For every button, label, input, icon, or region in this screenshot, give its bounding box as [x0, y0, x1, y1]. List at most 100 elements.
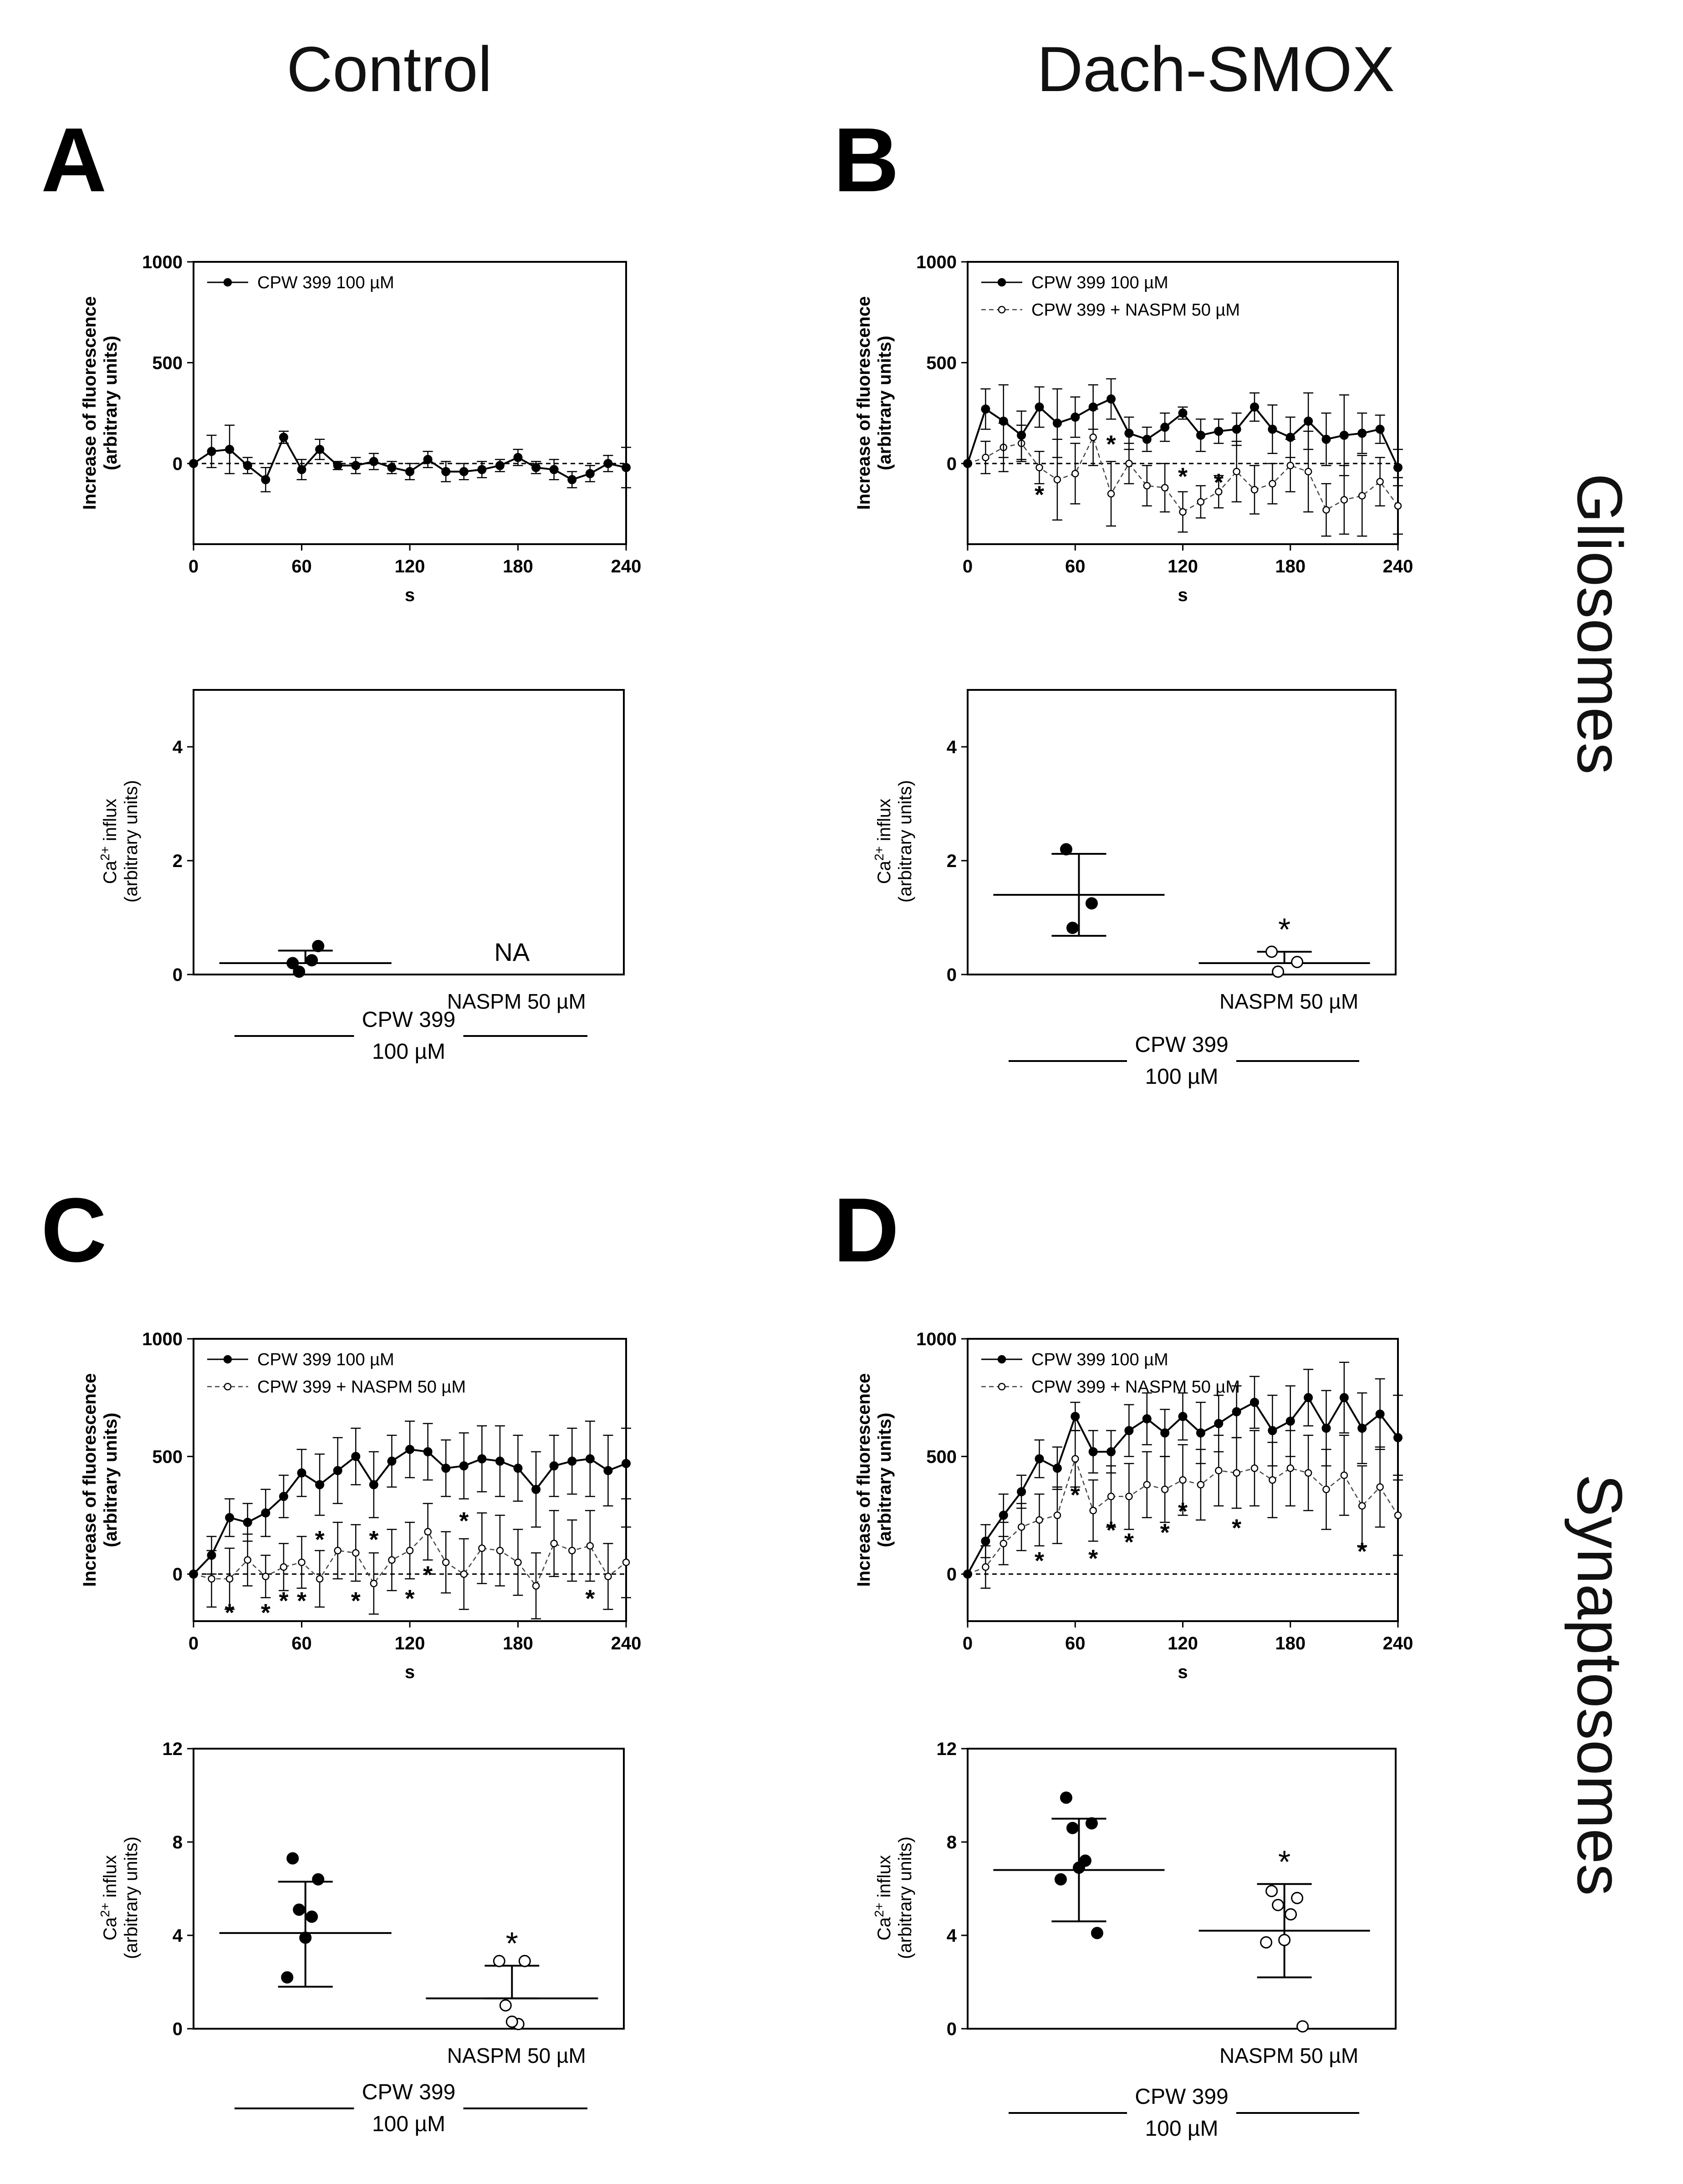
panel-a-series-cpw-point — [549, 465, 559, 475]
panel-d-legend-label: CPW 399 100 µM — [1031, 1350, 1168, 1369]
panel-a-series-cpw-point — [567, 475, 577, 485]
panel-b-series-naspm-point — [1340, 496, 1348, 504]
panel-c-series-cpw-point — [351, 1452, 361, 1461]
panel-d-series-cpw-point — [1357, 1424, 1367, 1433]
panel-d-series-cpw-point — [1160, 1428, 1170, 1438]
panel-d-series-naspm-point — [1143, 1481, 1151, 1489]
panel-d-dot-group-2-significance-star: * — [1278, 1844, 1290, 1879]
panel-c-series-cpw-point — [369, 1480, 378, 1490]
panel-c-significance-star: * — [297, 1587, 306, 1615]
panel-a-series-cpw-point — [531, 463, 541, 472]
panel-c-dot-y-tick-label: 0 — [173, 2019, 183, 2039]
panel-c-series-naspm-point — [225, 1575, 234, 1583]
panel-c-significance-star: * — [225, 1599, 235, 1626]
panel-b-legend-marker — [997, 278, 1006, 287]
panel-d-dot-group-label-line1: CPW 399 — [1135, 2085, 1228, 2109]
panel-c-series-naspm-point — [298, 1558, 306, 1567]
panel-a-x-tick-label: 240 — [611, 556, 642, 577]
panel-b-series-cpw-point — [981, 404, 990, 414]
panel-b-series-cpw-point — [999, 416, 1008, 426]
panel-d-series-cpw-point — [981, 1536, 990, 1546]
panel-c-series-naspm-point — [280, 1563, 288, 1571]
panel-c-series-naspm-point — [406, 1546, 414, 1555]
panel-b-series-naspm-point — [1304, 468, 1312, 475]
panel-d-dot-group-2-data-point — [1291, 1892, 1304, 1904]
panel-d-series-cpw-point — [1178, 1412, 1188, 1421]
column-title-dach-smox: Dach-SMOX — [1037, 33, 1395, 105]
panel-c-dot-ca-superscript: 2+ — [98, 1903, 112, 1917]
panel-c-dot-ca-symbol: Ca — [100, 1917, 120, 1940]
panel-a-series-cpw-point — [603, 459, 613, 468]
panel-b-series-naspm-point — [1376, 478, 1384, 485]
panel-b-series-cpw-point — [1393, 463, 1402, 472]
panel-b-series-cpw-point — [1052, 418, 1062, 428]
panel-c-dot-group-label-line1: CPW 399 — [362, 2080, 455, 2104]
panel-a-line-chart: 0 60 120 180 240 0 500 1000 s Increase of fluores… — [80, 252, 641, 605]
panel-c-series-naspm-point — [568, 1546, 576, 1555]
panel-b-series-cpw-point — [1124, 429, 1134, 438]
panel-c-series-cpw-point — [441, 1464, 451, 1473]
panel-b-dot-y-axis-title-line: Ca2+ influx — [872, 799, 895, 884]
panel-c-legend-label: CPW 399 100 µM — [257, 1350, 394, 1369]
panel-d-series-naspm-point — [1125, 1492, 1133, 1500]
panel-c-series-naspm-point — [514, 1558, 522, 1567]
panel-c-series-naspm-point — [550, 1540, 558, 1547]
panel-b-dot-y-axis-title: Ca2+ influx(arbitrary units) — [872, 780, 916, 903]
panel-d-series-cpw-point — [1142, 1414, 1152, 1424]
panel-a-dot-y-tick-label: 2 — [173, 851, 183, 871]
panel-b-series-naspm-point — [1286, 462, 1294, 469]
panel-c-series-cpw-point — [225, 1513, 235, 1522]
panel-d-series-cpw-point — [1088, 1447, 1098, 1456]
panel-d-series-cpw-point — [1017, 1487, 1026, 1496]
panel-b-series-cpw-point — [1285, 433, 1295, 442]
panel-d-series-cpw-point — [1339, 1393, 1349, 1403]
panel-d-series-cpw-point — [999, 1510, 1008, 1520]
panel-letter-c: C — [41, 1179, 107, 1281]
panel-d-dot-y-axis-title-line: (arbitrary units) — [895, 1837, 915, 1959]
panel-c-series-naspm-point — [208, 1575, 215, 1583]
panel-b-series-cpw-point — [1178, 408, 1188, 418]
panel-b-series-naspm-point — [1089, 434, 1097, 441]
panel-c-dot-category-label: NASPM 50 µM — [447, 2044, 586, 2067]
panel-c-dot-y-tick-label: 8 — [173, 1832, 183, 1852]
panel-c-significance-star: * — [459, 1507, 469, 1535]
panel-b-series-naspm-point — [1215, 488, 1223, 496]
panel-c-y-tick-label: 1000 — [142, 1329, 183, 1349]
panel-a-x-tick-label: 60 — [291, 556, 312, 577]
panel-d-series-naspm-point — [1161, 1485, 1169, 1493]
panel-d-significance-star: * — [1106, 1517, 1116, 1544]
panel-c-significance-star: * — [369, 1526, 378, 1553]
panel-b-dot-group-1-data-point — [1085, 897, 1098, 910]
panel-a-x-tick-label: 120 — [395, 556, 425, 577]
panel-a-series-cpw-point — [423, 455, 433, 464]
panel-d-significance-star: * — [1357, 1538, 1367, 1565]
panel-a-y-axis-title-line: (arbitrary units) — [101, 336, 121, 470]
panel-c-x-tick-label: 120 — [395, 1633, 425, 1653]
panel-b-series-cpw-point — [1035, 402, 1044, 412]
panel-d-dot-y-tick-label: 8 — [947, 1832, 957, 1852]
panel-a-dot-group-label-line2: 100 µM — [372, 1040, 445, 1064]
panel-d-dot-group-1-data-point — [1066, 1822, 1079, 1834]
panel-d-dot-y-axis-title: Ca2+ influx(arbitrary units) — [872, 1837, 916, 1959]
panel-b-legend-label: CPW 399 + NASPM 50 µM — [1031, 301, 1240, 320]
panel-c-significance-star: * — [405, 1585, 414, 1612]
panel-b-significance-star: * — [1035, 481, 1044, 508]
panel-a-series-cpw-point — [405, 467, 414, 476]
panel-c-series-naspm-point — [262, 1572, 270, 1581]
panel-b-series-cpw-point — [1107, 394, 1116, 404]
panel-b-series-naspm-point — [1071, 469, 1079, 478]
panel-d-x-tick-label: 0 — [963, 1633, 973, 1653]
panel-d-series-cpw-point — [1232, 1407, 1241, 1417]
panel-d-series-cpw-point — [1285, 1416, 1295, 1426]
panel-c-y-axis-title-line: Increase of fluorescence — [80, 1373, 100, 1587]
panel-d-y-axis-title-line: Increase of fluorescence — [854, 1373, 874, 1587]
panel-b-series-cpw-point — [1088, 402, 1098, 412]
panel-a-dot-group-1-data-point — [312, 940, 325, 952]
panel-a-series-cpw-point — [189, 459, 198, 468]
panel-d-legend-marker — [998, 1383, 1006, 1391]
panel-b-y-tick-label: 1000 — [916, 252, 957, 272]
panel-c-dot-group-2-data-point — [499, 1999, 512, 2012]
panel-c-y-tick-label: 0 — [173, 1565, 183, 1585]
panel-d-significance-star: * — [1088, 1545, 1098, 1572]
